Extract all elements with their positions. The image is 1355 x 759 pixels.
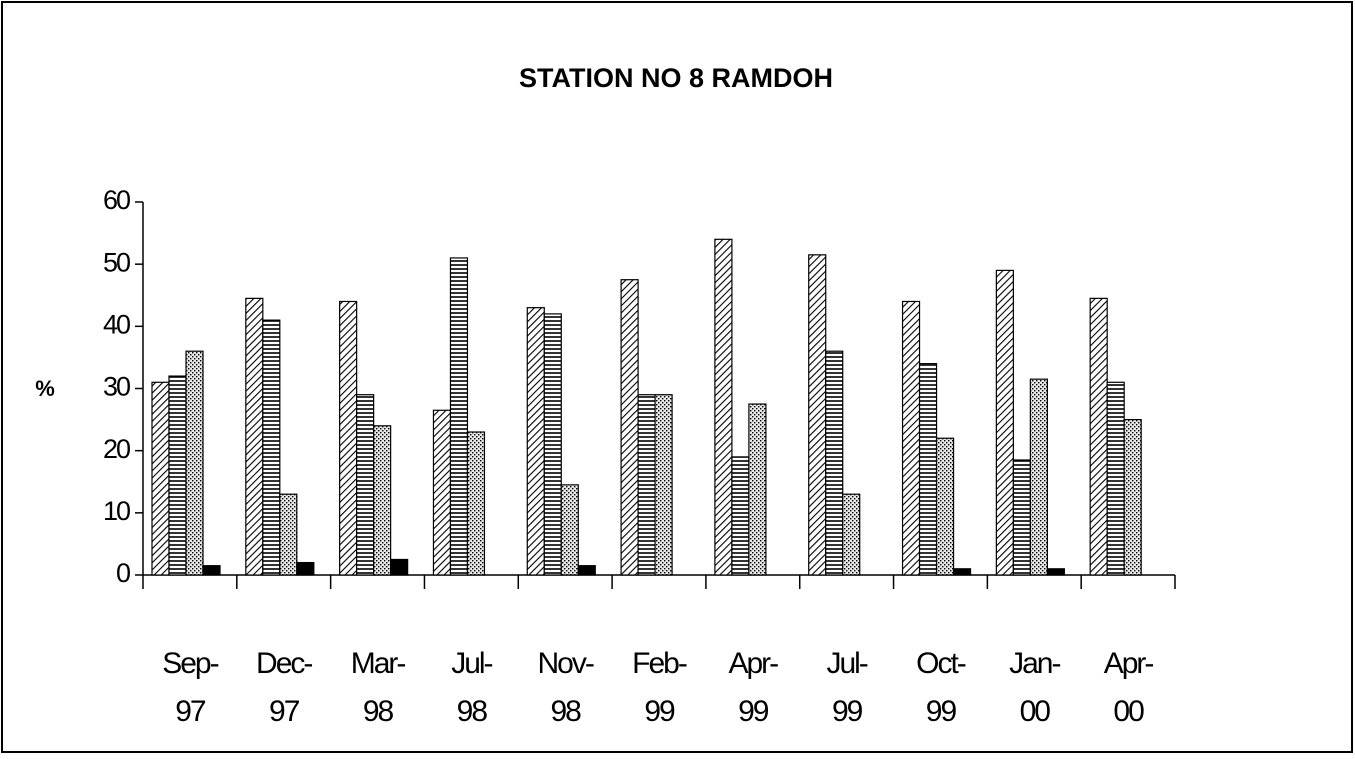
x-tick-label: Oct- 99: [916, 647, 966, 728]
bar: [1046, 568, 1065, 576]
x-tick-label-line: 99: [926, 695, 957, 728]
x-tick-label-line: 00: [1113, 695, 1144, 728]
bar: [842, 493, 861, 576]
bar: [202, 565, 221, 576]
y-tick-label: 50: [103, 247, 130, 277]
x-tick-label-line: 98: [363, 695, 394, 728]
bar: [995, 269, 1014, 576]
bar: [526, 307, 545, 576]
x-tick-label-line: Mar-: [351, 647, 406, 680]
bar: [390, 558, 409, 576]
bar: [577, 565, 596, 576]
y-tick-label: 10: [103, 496, 130, 526]
bar: [245, 297, 264, 576]
x-tick-label: Jul- 99: [826, 647, 867, 728]
bar: [714, 238, 733, 576]
bar: [339, 300, 358, 576]
bar: [1012, 459, 1031, 576]
x-tick-label-line: 97: [175, 695, 206, 728]
x-tick-label-line: Jul-: [451, 647, 492, 680]
bar: [356, 394, 375, 576]
x-tick-label-line: 98: [457, 695, 488, 728]
x-tick-label-line: 99: [738, 695, 769, 728]
y-tick-label: 0: [116, 558, 130, 588]
y-tick-label: 30: [103, 372, 130, 402]
bar: [825, 350, 844, 576]
x-tick-label-line: 00: [1020, 695, 1051, 728]
x-tick-label-line: 99: [644, 695, 675, 728]
x-tick-label: Feb- 99: [632, 647, 687, 728]
bar: [296, 561, 315, 576]
bar: [654, 394, 673, 576]
bar: [901, 300, 921, 576]
x-tick-label: Sep- 97: [162, 647, 218, 728]
bar: [1089, 297, 1108, 576]
bar: [1123, 418, 1142, 576]
x-tick-label-line: Oct-: [916, 647, 966, 680]
x-tick-label-line: Jul-: [826, 647, 867, 680]
bar: [185, 350, 204, 576]
bar: [449, 257, 469, 576]
bar: [543, 313, 562, 576]
bar: [466, 431, 486, 576]
x-tick-label: Apr- 00: [1104, 647, 1154, 728]
x-tick-label: Mar- 98: [351, 647, 406, 728]
x-tick-label-line: Jan-: [1009, 647, 1060, 680]
x-tick-label: Jul- 98: [451, 647, 492, 728]
x-tick-label-line: Apr-: [1104, 647, 1154, 680]
y-axis-label: %: [35, 376, 55, 401]
bar: [952, 568, 972, 576]
y-tick-label: 60: [103, 185, 130, 215]
y-tick-label: 40: [103, 309, 130, 339]
x-tick-label-line: 97: [269, 695, 300, 728]
x-tick-label-line: Sep-: [162, 647, 218, 680]
x-tick-label-line: 98: [550, 695, 581, 728]
bar: [637, 394, 656, 576]
x-tick-label: Apr- 99: [728, 647, 778, 728]
x-tick-label: Dec- 97: [256, 647, 312, 728]
bar: [731, 456, 750, 576]
bar: [432, 409, 452, 576]
x-tick-label-line: Nov-: [538, 647, 594, 680]
x-tick-label-line: 99: [832, 695, 863, 728]
bar: [373, 425, 392, 576]
x-tick-label-line: Feb-: [632, 647, 687, 680]
bar: [1106, 381, 1125, 576]
x-tick-label: Nov- 98: [538, 647, 594, 728]
x-tick-label-line: Dec-: [256, 647, 312, 680]
bar: [279, 493, 298, 576]
bar: [168, 375, 187, 576]
bar: [560, 484, 579, 576]
bar: [262, 319, 281, 576]
bar: [748, 403, 767, 576]
x-tick-label-line: Apr-: [728, 647, 778, 680]
x-tick-label: Jan- 00: [1009, 647, 1060, 728]
y-tick-label: 20: [103, 434, 130, 464]
bar: [620, 279, 639, 576]
bar: [935, 437, 955, 576]
bar: [151, 381, 170, 576]
bar: [808, 254, 827, 576]
chart-title: STATION NO 8 RAMDOH: [519, 63, 833, 93]
bar: [1029, 378, 1048, 576]
bar: [918, 363, 938, 576]
